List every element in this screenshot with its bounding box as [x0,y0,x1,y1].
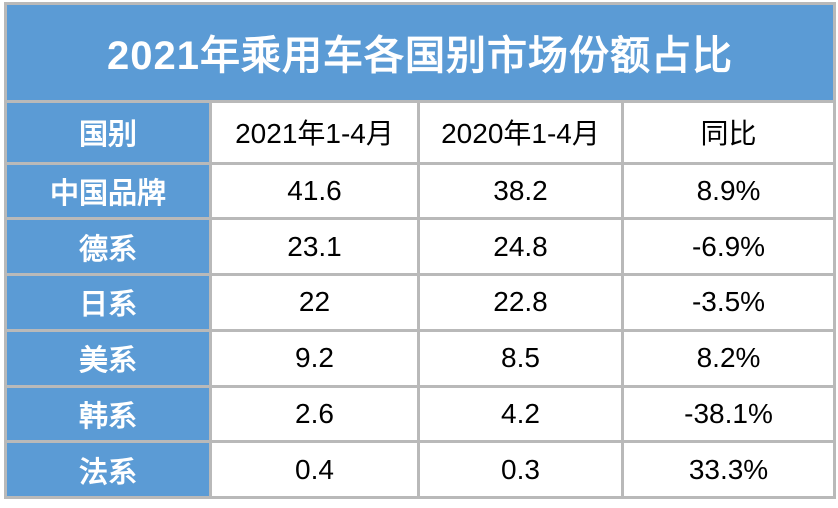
cell-2021: 41.6 [209,161,420,221]
cell-2020: 4.2 [417,384,624,444]
cell-yoy: -3.5% [620,273,837,332]
column-header-country: 国别 [4,99,212,165]
cell-2020: 38.2 [417,161,624,221]
table-row-german: 德系 23.1 24.8 -6.9% [4,217,837,277]
cell-2021: 23.1 [209,217,420,277]
cell-2020: 24.8 [417,217,624,277]
row-label: 美系 [4,328,212,388]
cell-yoy: 8.2% [620,328,837,388]
table-title: 2021年乘用车各国别市场份额占比 [3,2,837,103]
cell-yoy: -6.9% [620,217,837,277]
cell-2020: 22.8 [417,273,624,332]
cell-yoy: 33.3% [620,440,837,499]
cell-2021: 22 [209,273,420,332]
header-row: 国别 2021年1-4月 2020年1-4月 同比 [4,99,837,165]
table-row-french: 法系 0.4 0.3 33.3% [4,440,837,499]
table-row-japanese: 日系 22 22.8 -3.5% [4,273,837,332]
cell-yoy: 8.9% [620,161,837,221]
table-row-china: 中国品牌 41.6 38.2 8.9% [4,161,837,221]
cell-2020: 0.3 [417,440,624,499]
column-header-yoy: 同比 [620,99,837,165]
cell-2021: 0.4 [209,440,420,499]
table-row-american: 美系 9.2 8.5 8.2% [4,328,837,388]
row-label: 德系 [4,217,212,277]
row-label: 韩系 [4,384,212,444]
column-header-2021: 2021年1-4月 [209,99,420,165]
row-label: 日系 [4,273,212,332]
cell-2021: 2.6 [209,384,420,444]
title-row: 2021年乘用车各国别市场份额占比 [3,2,837,103]
cell-yoy: -38.1% [620,384,837,444]
row-label: 法系 [4,440,212,499]
market-share-table: 2021年乘用车各国别市场份额占比 国别 2021年1-4月 2020年1-4月… [3,2,837,499]
row-label: 中国品牌 [4,161,212,221]
cell-2020: 8.5 [417,328,624,388]
column-header-2020: 2020年1-4月 [417,99,624,165]
table-row-korean: 韩系 2.6 4.2 -38.1% [4,384,837,444]
cell-2021: 9.2 [209,328,420,388]
